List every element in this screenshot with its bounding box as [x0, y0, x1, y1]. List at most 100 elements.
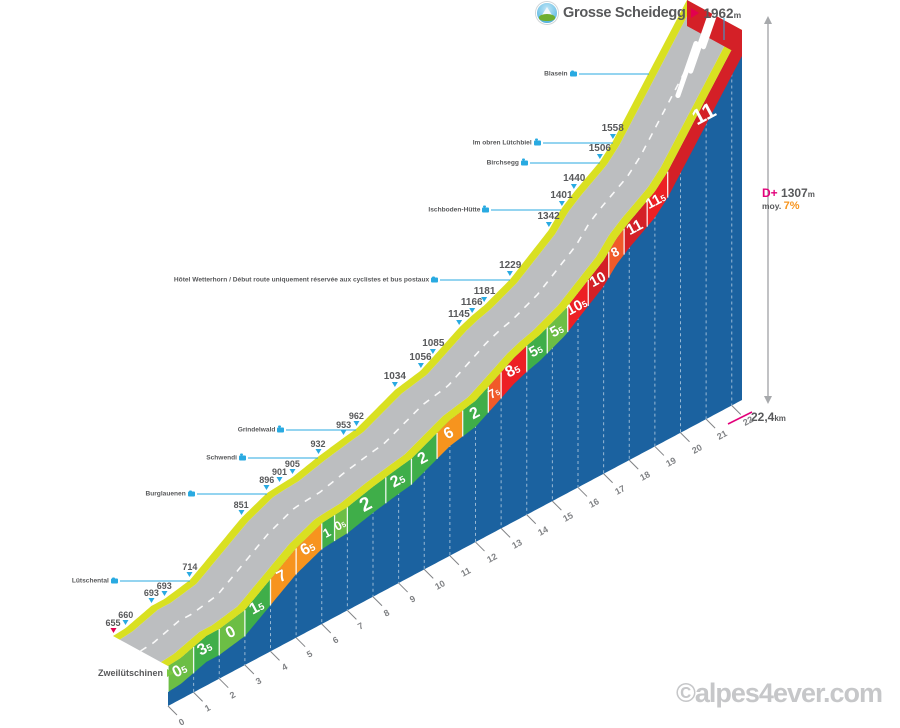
- elevation-value: 714: [182, 562, 198, 573]
- summit-name: Grosse Scheidegg: [563, 5, 686, 21]
- marker-pin-icon: [609, 133, 616, 139]
- summit-label: Grosse Scheidegg 1962m: [536, 2, 741, 24]
- elevation-value: 896: [259, 475, 275, 486]
- marker-pin-icon: [148, 597, 155, 603]
- elevation-value: 851: [233, 500, 249, 511]
- poi-marker-icon: [569, 70, 577, 77]
- road-ribbon: [113, 0, 743, 667]
- marker-pin-icon: [507, 271, 514, 277]
- elevation-value: 1401: [550, 189, 573, 201]
- elevation-marker-851: 851: [233, 500, 249, 516]
- elevation-marker-1558: 1558: [602, 123, 624, 139]
- poi-leader-line: [196, 493, 267, 495]
- poi-marker-icon: [187, 490, 195, 497]
- poi-marker-icon: [239, 453, 246, 461]
- summit-altitude: 1962m: [703, 5, 742, 21]
- profile-gridlines: [193, 49, 733, 693]
- poi-leader-line: [248, 457, 318, 459]
- poi-leader-line: [286, 429, 357, 431]
- poi-leader-line: [440, 279, 511, 281]
- elevation-value: 962: [348, 410, 364, 421]
- marker-pin-icon: [596, 153, 603, 159]
- elevation-marker-901: 901: [272, 467, 288, 483]
- elevation-marker-1056: 1056: [409, 352, 432, 368]
- marker-pin-icon: [353, 420, 360, 426]
- poi-h-tel-wetterhorn-d-but-route: Hôtel Wetterhorn / Début route uniquemen…: [173, 276, 511, 284]
- elevation-value: 901: [272, 467, 288, 478]
- poi-im-obren-l-tchbiel: Im obren Lütchbiel: [472, 138, 613, 147]
- elevation-marker-932: 932: [310, 438, 326, 454]
- elevation-marker-1229: 1229: [499, 260, 522, 277]
- marker-pin-icon: [545, 222, 552, 228]
- elevation-marker-1401: 1401: [550, 189, 573, 206]
- marker-pin-icon: [481, 297, 488, 303]
- poi-burglauenen: Burglauenen: [145, 490, 267, 498]
- poi-marker-icon: [277, 425, 285, 433]
- elevation-value: 1342: [537, 211, 560, 223]
- elevation-marker-1166: 1166: [461, 297, 483, 313]
- marker-pin-icon: [289, 469, 296, 475]
- elevation-marker-962: 962: [349, 411, 364, 426]
- elevation-value: 953: [336, 419, 352, 430]
- poi-marker-icon: [431, 276, 439, 283]
- elevation-marker-1034: 1034: [384, 371, 406, 388]
- elevation-value: 1181: [473, 286, 496, 298]
- elevation-marker-693: 693: [157, 581, 172, 597]
- poi-marker-icon: [482, 205, 490, 213]
- marker-pin-icon: [571, 183, 578, 189]
- elevation-marker-953: 953: [336, 420, 351, 435]
- elevation-marker-1085: 1085: [422, 338, 444, 354]
- stats-block: D+ 1307m moy. 7%: [762, 186, 815, 213]
- poi-leader-line: [491, 209, 562, 211]
- elevation-marker-655: 655: [105, 618, 121, 633]
- marker-pin-icon: [315, 448, 321, 454]
- summit-arrow-icon: [690, 8, 699, 18]
- poi-blasein: Blasein: [544, 70, 649, 78]
- elevation-value: 1229: [499, 260, 522, 272]
- elevation-marker-896: 896: [259, 475, 275, 491]
- elevation-value: 1145: [448, 308, 470, 320]
- marker-pin-icon: [238, 510, 245, 516]
- marker-pin-icon: [161, 591, 168, 597]
- total-distance: 22,4km: [751, 410, 786, 424]
- elevation-marker-1506: 1506: [589, 143, 611, 159]
- poi-birchsegg: Birchsegg: [486, 158, 600, 167]
- poi-leader-line: [578, 73, 649, 75]
- elevation-value: 1440: [563, 172, 586, 184]
- marker-pin-icon: [430, 348, 437, 354]
- poi-label: Grindelwald: [237, 426, 276, 434]
- poi-l-tschental: Lütschental: [72, 577, 190, 585]
- poi-marker-icon: [110, 577, 118, 584]
- marker-pin-icon: [122, 619, 129, 625]
- marker-pin-icon: [417, 362, 424, 368]
- elevation-value: 932: [310, 438, 326, 449]
- elevation-value: 660: [118, 609, 134, 620]
- poi-label: Im obren Lütchbiel: [472, 139, 532, 147]
- marker-pin-icon: [391, 382, 398, 388]
- elevation-marker-660: 660: [118, 610, 133, 625]
- marker-pin-icon: [263, 485, 270, 491]
- marker-pin-icon: [186, 572, 193, 578]
- elevation-marker-1181: 1181: [473, 286, 496, 303]
- poi-grindelwald: Grindelwald: [237, 425, 357, 434]
- marker-pin-icon: [558, 200, 565, 206]
- elevation-marker-1342: 1342: [537, 211, 560, 228]
- poi-leader-line: [119, 580, 190, 582]
- marker-pin-icon: [110, 628, 116, 633]
- km-axis: [167, 405, 742, 716]
- marker-pin-icon: [340, 429, 347, 435]
- elevation-value: 655: [105, 618, 121, 628]
- elevation-marker-1440: 1440: [563, 173, 585, 189]
- poi-label: Hôtel Wetterhorn / Début route uniquemen…: [173, 276, 430, 284]
- elevation-marker-905: 905: [285, 459, 300, 475]
- poi-leader-line: [542, 142, 613, 144]
- poi-marker-icon: [520, 158, 528, 166]
- elevation-value: 693: [143, 587, 159, 598]
- measure-arrows: [723, 16, 772, 425]
- average-gradient: moy. 7%: [762, 200, 800, 213]
- poi-label: Schwendi: [206, 454, 237, 462]
- elevation-value: 1085: [422, 337, 445, 349]
- poi-ischboden-h-tte: Ischboden-Hütte: [428, 205, 562, 213]
- poi-label: Birchsegg: [486, 159, 519, 167]
